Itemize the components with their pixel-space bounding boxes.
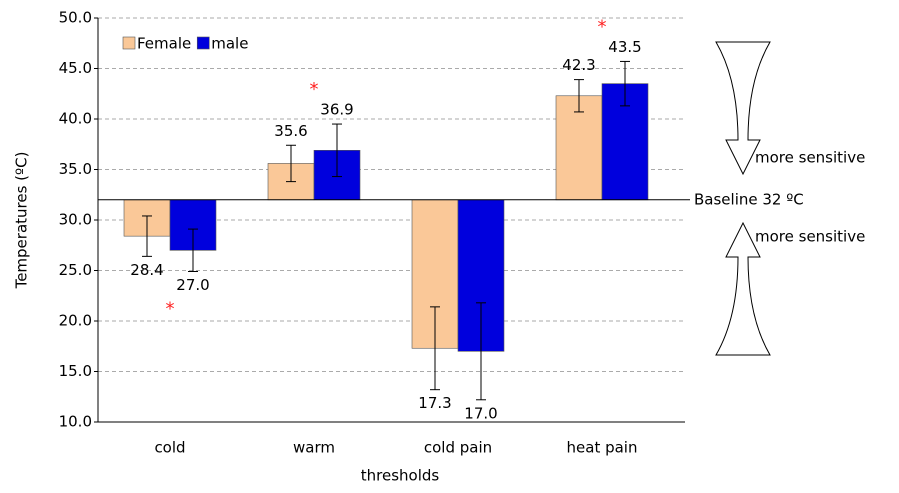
x-tick-label: cold [154, 439, 185, 457]
legend-swatch [122, 36, 136, 50]
arrow-up [715, 221, 771, 356]
x-tick-label: heat pain [567, 439, 638, 457]
y-tick-label: 35.0 [59, 160, 92, 178]
legend-label: male [211, 35, 248, 53]
significance-mark: * [598, 16, 607, 37]
y-tick-label: 40.0 [59, 110, 92, 128]
baseline-label: Baseline 32 ºC [694, 190, 804, 208]
x-axis-label: thresholds [361, 467, 440, 485]
value-label: 35.6 [274, 122, 307, 140]
significance-mark: * [310, 79, 319, 100]
significance-mark: * [166, 299, 175, 320]
y-tick-label: 15.0 [59, 362, 92, 380]
y-tick-label: 30.0 [59, 211, 92, 229]
value-label: 43.5 [608, 38, 641, 56]
bar [555, 95, 603, 201]
value-label: 42.3 [562, 56, 595, 74]
y-tick-label: 25.0 [59, 261, 92, 279]
value-label: 36.9 [320, 101, 353, 119]
annotation: more sensitive [755, 228, 865, 246]
y-axis-label: Temperatures (ºC) [13, 152, 31, 290]
arrow-down [715, 41, 771, 176]
legend-swatch [196, 36, 210, 50]
y-tick-label: 20.0 [59, 312, 92, 330]
y-tick-label: 10.0 [59, 413, 92, 431]
value-label: 27.0 [176, 276, 209, 294]
value-label: 28.4 [130, 261, 163, 279]
legend-label: Female [137, 35, 191, 53]
y-tick-label: 45.0 [59, 59, 92, 77]
annotation: more sensitive [755, 149, 865, 167]
x-tick-label: cold pain [424, 439, 492, 457]
value-label: 17.0 [464, 404, 497, 422]
x-tick-label: warm [293, 439, 335, 457]
y-tick-label: 50.0 [59, 9, 92, 27]
value-label: 17.3 [418, 394, 451, 412]
